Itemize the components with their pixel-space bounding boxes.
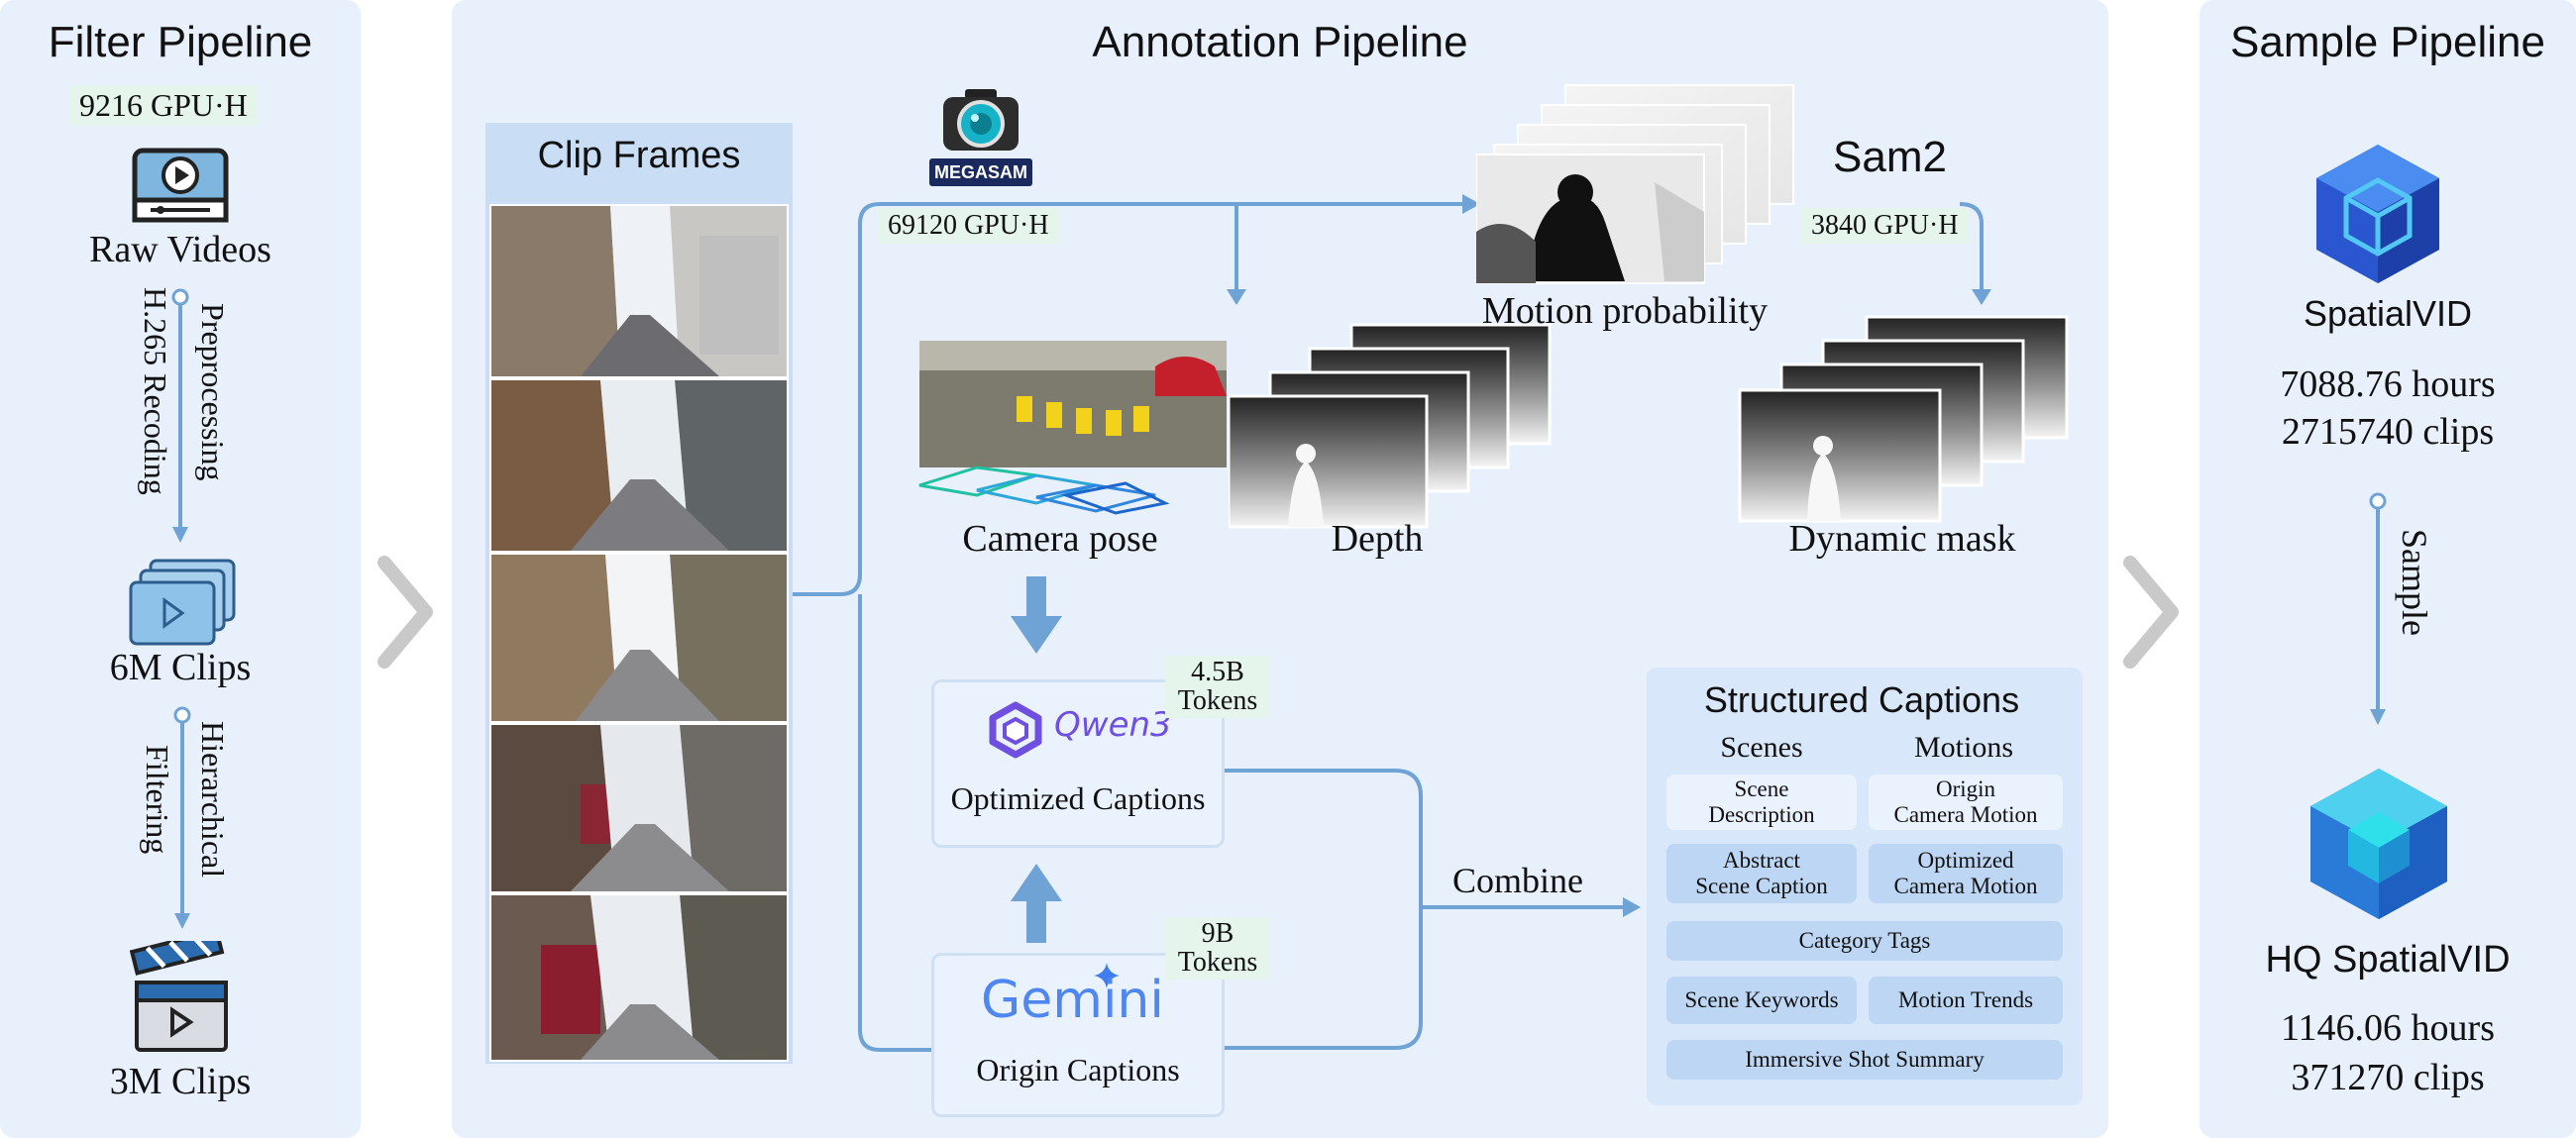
immersive-shot-summary-text: Immersive Shot Summary <box>1745 1046 1985 1072</box>
megasam-logo-text: MEGASAM <box>929 158 1032 186</box>
filter-arrow-1 <box>171 288 189 543</box>
chevron-right-icon <box>377 556 433 669</box>
hq-spatialvid-label: HQ SpatialVID <box>2265 939 2511 981</box>
qwen-logo-icon <box>989 701 1042 759</box>
sample-arrow <box>2369 492 2387 725</box>
camera-icon <box>943 89 1019 151</box>
origin-captions-box <box>931 953 1225 1117</box>
cube-icon <box>2316 145 2439 283</box>
clip-frame-5 <box>489 893 789 1062</box>
camera-pose-label: Camera pose <box>962 518 1158 560</box>
sam2-gpu-badge: 3840 GPU·H <box>1801 208 1969 244</box>
abstract-scene-caption-text: Abstract Scene Caption <box>1695 847 1828 898</box>
scene-description-text: Scene Description <box>1708 776 1815 827</box>
motion-probability-stack <box>1476 84 1794 284</box>
spatialvid-hours: 7088.76 hours <box>2280 363 2496 405</box>
hierarchical-label: Hierarchical <box>195 721 231 879</box>
hq-spatialvid-clips: 371270 clips <box>2291 1057 2485 1098</box>
qwen-tokens-unit: Tokens <box>1177 685 1258 717</box>
gemini-tokens-count: 9B <box>1201 918 1234 949</box>
category-tags-text: Category Tags <box>1798 927 1931 953</box>
cube-icon <box>2310 769 2447 919</box>
origin-captions-label: Origin Captions <box>976 1052 1180 1087</box>
clip-frame-4 <box>489 723 789 893</box>
structured-captions-title: Structured Captions <box>1703 679 2020 720</box>
scene-keywords-cell: Scene Keywords <box>1666 977 1857 1024</box>
clips-stack-icon <box>129 559 236 646</box>
scene-keywords-text: Scene Keywords <box>1684 986 1839 1012</box>
scenes-heading: Scenes <box>1720 731 1803 764</box>
camera-pose-visual <box>918 341 1227 515</box>
origin-camera-motion-text: Origin Camera Motion <box>1893 776 2038 827</box>
motions-heading: Motions <box>1913 731 2014 764</box>
filter-gpu-badge: 9216 GPU·H <box>69 85 258 126</box>
depth-map-stack <box>1229 323 1552 529</box>
scene-description-cell: Scene Description <box>1666 775 1857 830</box>
motion-trends-cell: Motion Trends <box>1869 977 2063 1024</box>
spatialvid-clips: 2715740 clips <box>2281 411 2495 453</box>
clip-frame-3 <box>489 553 789 723</box>
motion-trends-text: Motion Trends <box>1897 986 2034 1012</box>
megasam-gpu-badge: 69120 GPU·H <box>878 208 1059 244</box>
gemini-logo-text: Gemini <box>981 971 1164 1030</box>
immersive-shot-summary-cell: Immersive Shot Summary <box>1666 1040 2063 1080</box>
sam2-label: Sam2 <box>1833 133 1947 181</box>
optimized-camera-motion-cell: Optimized Camera Motion <box>1869 844 2063 903</box>
raw-videos-label: Raw Videos <box>89 229 271 270</box>
spatialvid-label: SpatialVID <box>2303 293 2473 334</box>
six-m-clips-label: 6M Clips <box>109 647 252 688</box>
video-player-icon <box>132 148 229 223</box>
hq-spatialvid-hours: 1146.06 hours <box>2280 1007 2496 1049</box>
clip-frame-1 <box>489 204 789 378</box>
gemini-sparkle-icon <box>1094 963 1120 988</box>
chevron-right-icon <box>2123 556 2179 669</box>
abstract-scene-caption-cell: Abstract Scene Caption <box>1666 844 1857 903</box>
optimized-captions-label: Optimized Captions <box>950 780 1206 816</box>
combine-label: Combine <box>1452 861 1583 900</box>
clapperboard-icon <box>129 941 228 1052</box>
gemini-tokens-unit: Tokens <box>1177 947 1258 979</box>
filter-pipeline-title: Filter Pipeline <box>48 18 313 66</box>
preprocessing-label: Preprocessing <box>195 303 231 481</box>
clip-frame-2 <box>489 378 789 553</box>
three-m-clips-label: 3M Clips <box>109 1061 252 1102</box>
filter-arrow-2 <box>173 706 191 929</box>
annotation-pipeline-title: Annotation Pipeline <box>1092 18 1468 66</box>
qwen-logo-text: Qwen3 <box>1054 705 1172 745</box>
sample-step-label: Sample <box>2395 529 2434 636</box>
filtering-label: Filtering <box>140 745 175 855</box>
origin-camera-motion-cell: Origin Camera Motion <box>1869 775 2063 830</box>
dynamic-mask-label: Dynamic mask <box>1788 518 2016 560</box>
gemini-tokens-badge: 9B Tokens <box>1165 917 1270 980</box>
clip-frames-title: Clip Frames <box>537 135 741 176</box>
h265-label: H.265 Recoding <box>138 287 173 495</box>
dynamic-mask-stack <box>1738 315 2069 523</box>
category-tags-cell: Category Tags <box>1666 921 2063 961</box>
qwen-tokens-count: 4.5B <box>1191 657 1244 687</box>
depth-label: Depth <box>1331 518 1424 560</box>
qwen-tokens-badge: 4.5B Tokens <box>1165 656 1270 718</box>
optimized-camera-motion-text: Optimized Camera Motion <box>1893 847 2038 898</box>
sample-pipeline-title: Sample Pipeline <box>2230 18 2545 66</box>
